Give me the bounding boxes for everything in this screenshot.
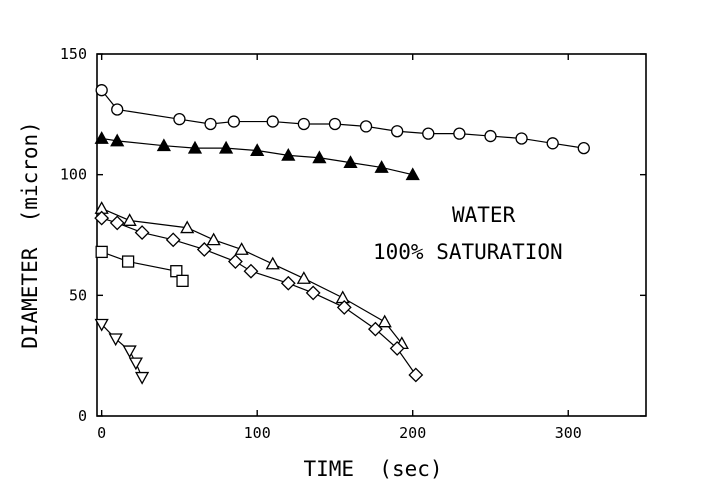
data-point: [328, 117, 342, 131]
data-point: [94, 318, 109, 332]
data-point: [176, 274, 189, 288]
data-point: [206, 232, 221, 246]
data-point: [165, 232, 181, 248]
data-point: [577, 141, 590, 155]
annotation-water: WATER: [452, 203, 516, 227]
data-point: [515, 132, 528, 145]
data-point: [305, 285, 321, 301]
data-point: [281, 148, 296, 161]
data-point: [94, 210, 110, 226]
data-point: [94, 131, 109, 144]
series: [94, 84, 590, 385]
series-triangle-down-open: [94, 318, 150, 385]
data-point: [95, 84, 108, 97]
data-point: [243, 263, 259, 279]
series-triangle-filled: [94, 131, 420, 181]
data-point: [312, 150, 327, 164]
data-point: [134, 371, 150, 385]
data-point: [134, 225, 150, 241]
data-point: [122, 213, 137, 226]
data-point: [336, 299, 352, 315]
data-point: [170, 265, 183, 278]
data-point: [250, 143, 265, 156]
data-point: [196, 242, 212, 257]
data-point: [173, 113, 186, 126]
data-point: [227, 115, 241, 128]
data-point: [408, 367, 424, 383]
data-point: [122, 345, 137, 359]
data-point: [377, 314, 392, 328]
data-point: [204, 117, 217, 131]
x-tick-label: 100: [244, 424, 271, 442]
data-point: [266, 115, 279, 128]
x-tick-label: 0: [97, 424, 106, 442]
data-point: [297, 117, 310, 131]
data-point: [453, 127, 466, 140]
data-point: [227, 254, 243, 269]
data-point: [359, 120, 373, 133]
y-tick-label: 50: [69, 286, 87, 304]
plot-frame: [96, 53, 647, 417]
data-point: [187, 140, 203, 154]
series-diamond-open: [94, 210, 424, 383]
data-point: [280, 275, 296, 291]
data-point: [546, 137, 559, 150]
data-point: [108, 333, 123, 347]
series-line: [101, 207, 403, 344]
series-circle-open: [95, 84, 590, 155]
y-tick-label: 0: [78, 407, 87, 425]
y-axis-title: DIAMETER (micron): [18, 121, 42, 349]
data-point: [343, 155, 358, 169]
data-point: [374, 160, 389, 173]
series-square-open: [95, 245, 189, 288]
ticks: 0 100 200 300 0 50 100 150: [60, 45, 646, 442]
data-point: [180, 220, 195, 234]
x-axis-title: TIME (sec): [303, 457, 442, 481]
data-point: [391, 125, 404, 138]
data-point: [110, 133, 125, 147]
data-point: [218, 140, 234, 154]
y-tick-label: 150: [60, 45, 87, 63]
data-point: [95, 245, 108, 259]
data-point: [109, 215, 125, 231]
data-point: [234, 242, 249, 255]
series-line: [101, 217, 417, 376]
data-point: [111, 103, 124, 116]
y-tick-label: 100: [60, 166, 87, 184]
data-point: [121, 255, 135, 268]
series-line: [101, 89, 584, 149]
x-tick-label: 200: [399, 424, 426, 442]
data-point: [367, 321, 383, 337]
data-point: [128, 357, 143, 371]
data-point: [405, 167, 420, 181]
x-tick-label: 300: [555, 424, 582, 442]
data-point: [389, 341, 405, 356]
data-point: [156, 138, 171, 152]
annotation-saturation: 100% SATURATION: [373, 240, 563, 264]
data-point: [265, 256, 280, 270]
data-point: [296, 271, 311, 284]
data-point: [335, 290, 350, 304]
data-point: [422, 127, 435, 140]
data-point: [484, 129, 497, 143]
